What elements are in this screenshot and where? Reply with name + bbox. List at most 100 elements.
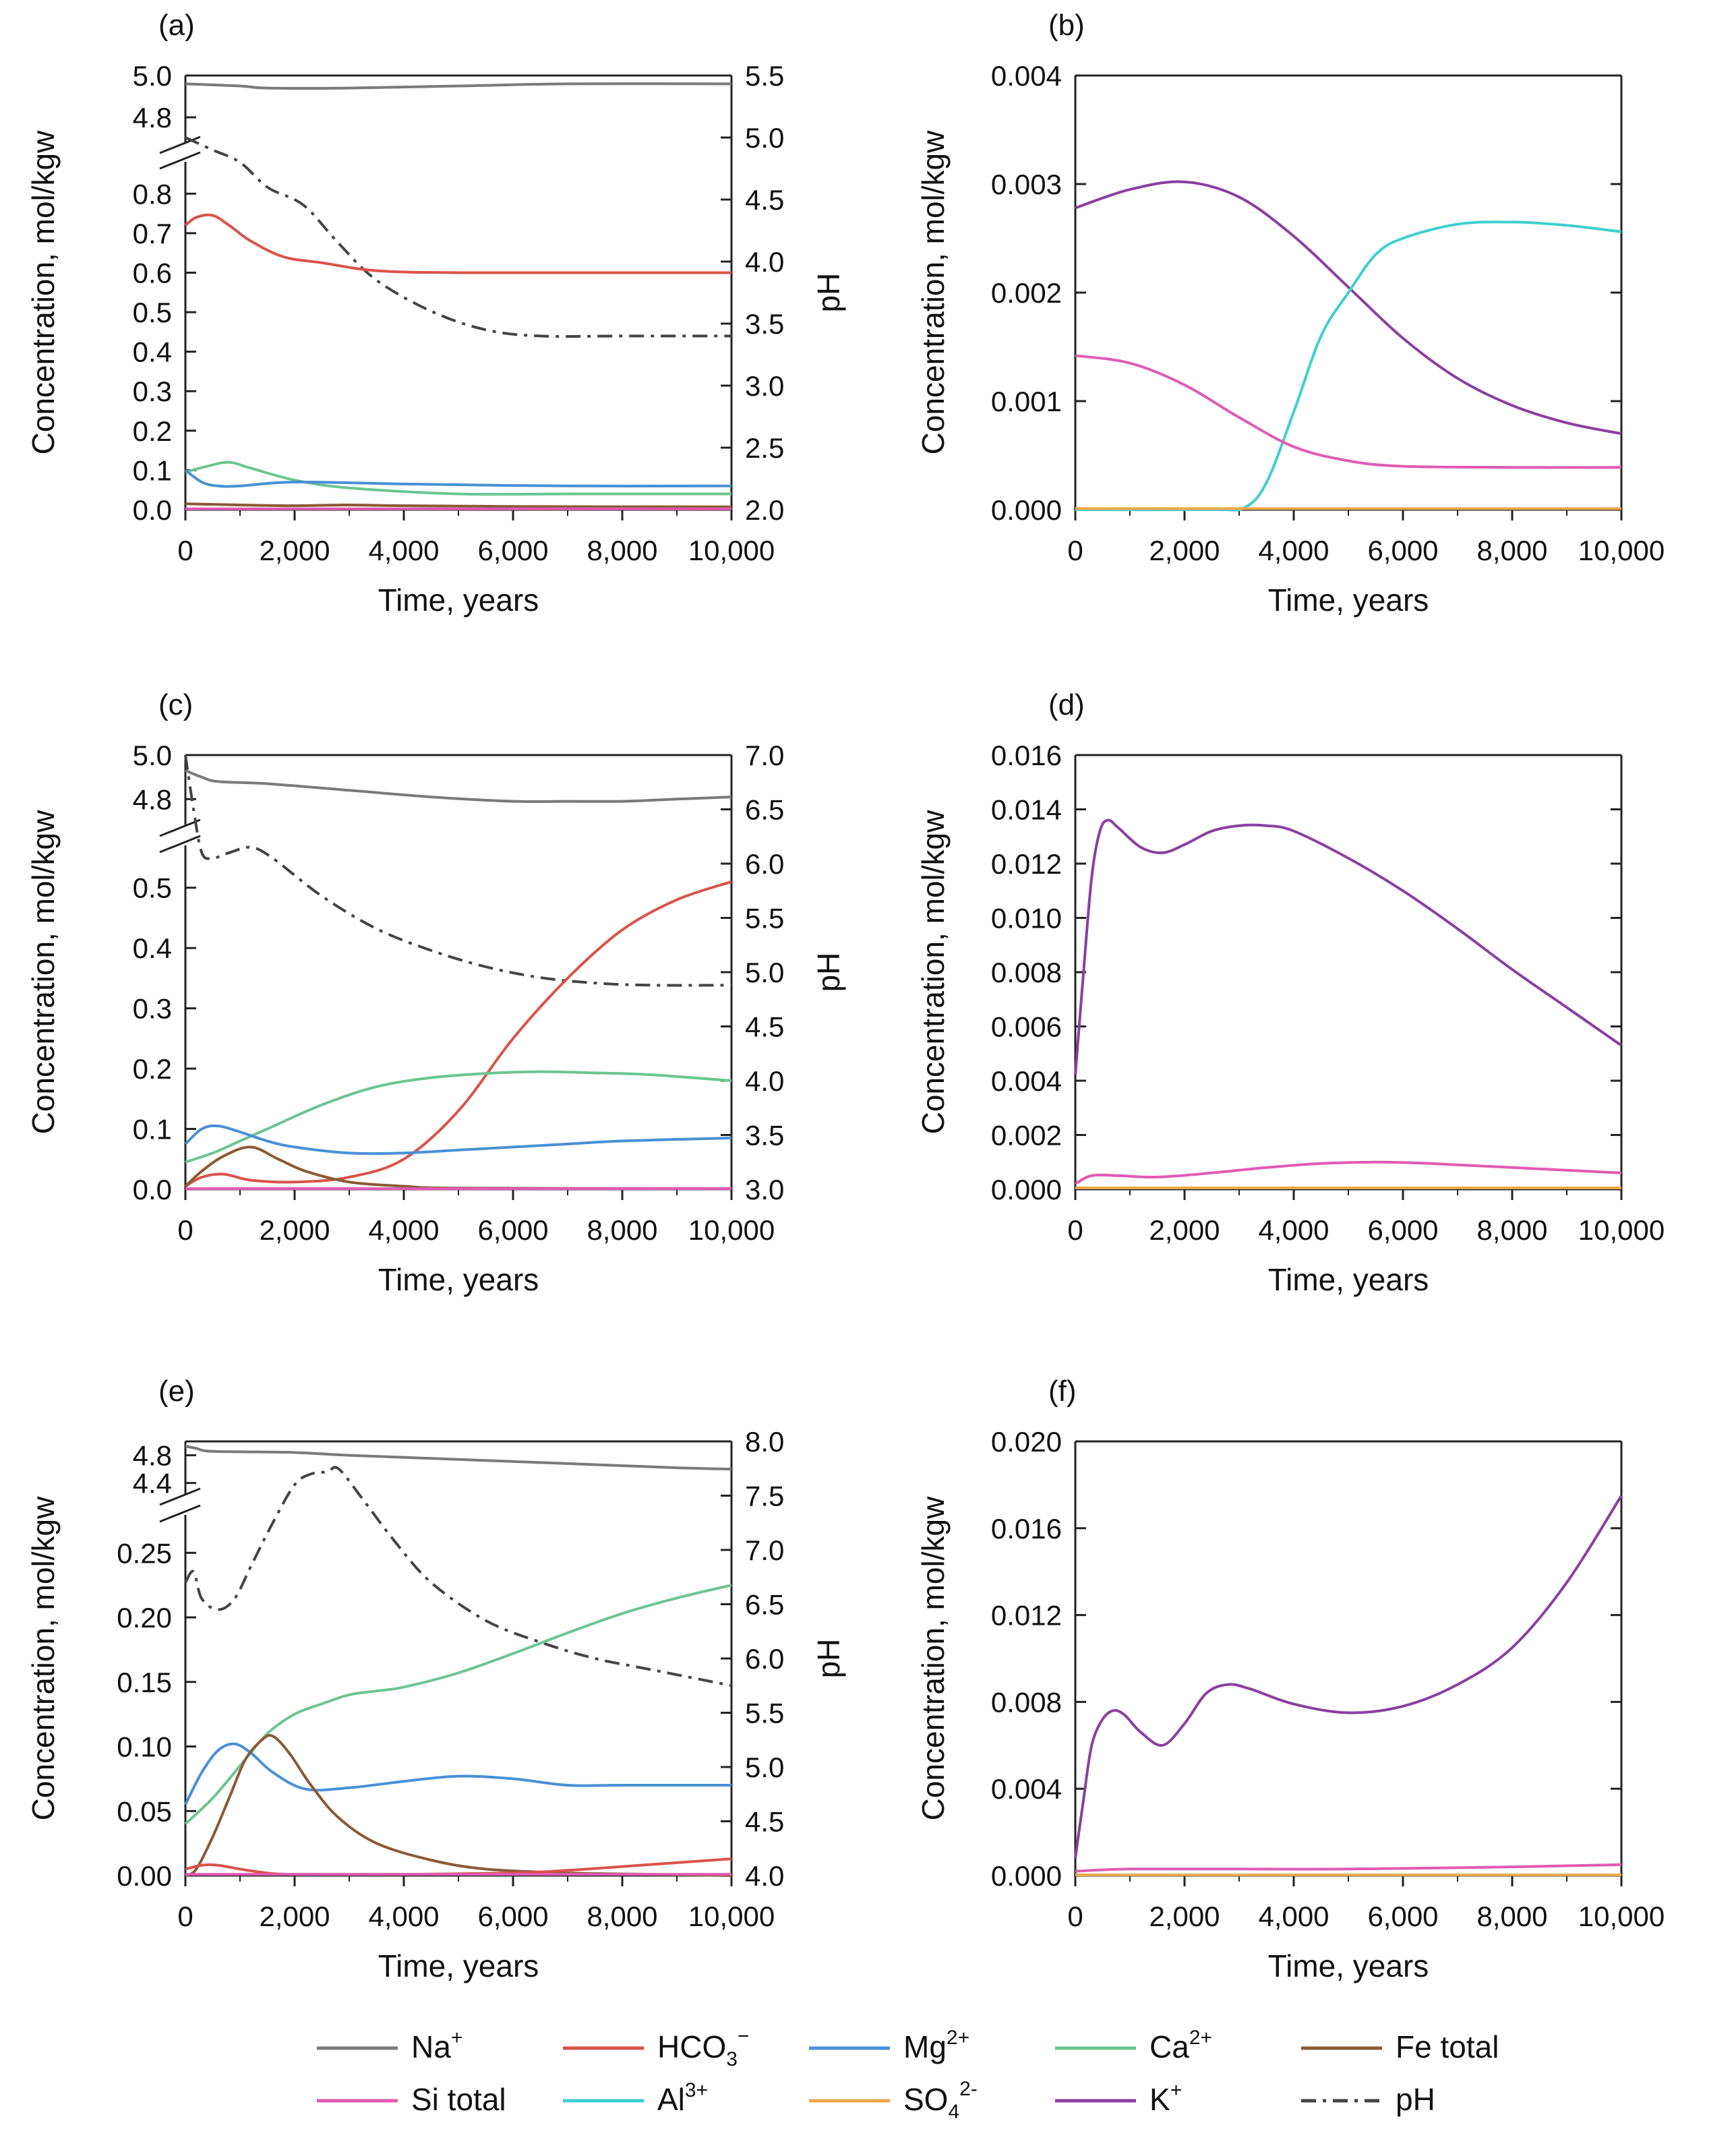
- x-tick-label: 8,000: [587, 1901, 657, 1932]
- x-tick-label: 0: [177, 1214, 193, 1246]
- y-tick-label: 0.008: [991, 957, 1062, 988]
- legend-subscript: 4: [948, 2101, 959, 2123]
- y-right-tick-label: 4.0: [745, 1065, 784, 1097]
- x-tick-label: 6,000: [1367, 1901, 1438, 1932]
- y-tick-label: 0.4: [133, 336, 172, 368]
- y-right-tick-label: 3.5: [745, 308, 784, 340]
- y-right-tick-label: 2.5: [745, 432, 784, 464]
- y-tick-label: 0.020: [991, 1426, 1062, 1458]
- series-line-k: [1074, 818, 1623, 1076]
- y-tick-label: 0.010: [991, 903, 1062, 934]
- x-tick-label: 2,000: [1149, 1214, 1220, 1246]
- x-axis-label: Time, years: [378, 1262, 539, 1297]
- series-line-na: [185, 82, 732, 90]
- y-tick-label: 0.2: [133, 1053, 172, 1085]
- series-line-ph: [185, 136, 731, 338]
- x-tick-label: 4,000: [368, 1214, 439, 1246]
- y-tick-label: 4.8: [133, 102, 172, 133]
- y-right-axis-label: pH: [811, 953, 846, 992]
- series-line-ca: [184, 1584, 732, 1825]
- x-tick-label: 10,000: [1578, 535, 1665, 566]
- series-line-na: [185, 1445, 732, 1471]
- x-tick-label: 6,000: [477, 1214, 548, 1246]
- series-line-k: [1075, 180, 1622, 436]
- series-line-hco3: [184, 213, 731, 274]
- series-line-na: [185, 769, 732, 804]
- x-axis-label: Time, years: [1268, 1262, 1429, 1297]
- axis-break-mark: [159, 136, 201, 154]
- y-right-axis-label: pH: [811, 1639, 846, 1679]
- legend-superscript: 2+: [947, 2027, 969, 2049]
- x-tick-label: 2,000: [259, 1214, 330, 1246]
- x-tick-label: 8,000: [587, 535, 657, 566]
- legend-superscript: 2+: [1189, 2027, 1212, 2049]
- y-right-tick-label: 6.5: [745, 794, 784, 826]
- y-right-tick-label: 4.5: [745, 184, 784, 216]
- y-tick-label: 0.20: [117, 1602, 172, 1634]
- y-tick-label: 5.0: [133, 60, 172, 92]
- x-tick-label: 4,000: [1258, 1901, 1329, 1932]
- panel-label: (b): [1048, 9, 1085, 42]
- x-axis-label: Time, years: [378, 1948, 539, 1983]
- legend-label: Ca2+: [1149, 2027, 1212, 2064]
- legend-text: Ca: [1149, 2029, 1189, 2064]
- legend-text: Al: [657, 2082, 685, 2117]
- y-tick-label: 0.000: [991, 494, 1062, 526]
- series-line-mg: [184, 469, 732, 488]
- y-tick-label: 0.5: [133, 297, 172, 328]
- panel-label: (e): [158, 1375, 195, 1408]
- x-tick-label: 0: [1067, 1214, 1083, 1246]
- y-right-tick-label: 7.5: [745, 1480, 784, 1512]
- y-axis-label: Concentration, mol/kgw: [916, 810, 951, 1134]
- axis-break-mark: [159, 818, 201, 837]
- series-line-ca: [185, 460, 731, 496]
- y-right-tick-label: 5.0: [745, 1752, 784, 1783]
- legend-superscript: −: [738, 2025, 750, 2047]
- y-tick-label: 0.006: [991, 1011, 1062, 1043]
- y-tick-label: 0.0: [133, 1174, 172, 1205]
- y-tick-label: 0.5: [133, 872, 172, 904]
- y-axis-label: Concentration, mol/kgw: [26, 810, 61, 1134]
- y-right-tick-label: 5.5: [745, 903, 784, 934]
- series-line-ca: [185, 1070, 732, 1164]
- x-tick-label: 4,000: [1258, 1214, 1329, 1246]
- y-right-tick-label: 4.5: [745, 1806, 784, 1838]
- legend-label: Fe total: [1396, 2029, 1499, 2064]
- x-tick-label: 8,000: [1476, 1214, 1547, 1246]
- legend-superscript: 3+: [685, 2079, 708, 2101]
- chart-panel-a: (a) 0 2,000 4,000 6,000 8,000 10,000 Time, year…: [26, 9, 846, 618]
- legend-item-k: K+: [1055, 2079, 1182, 2117]
- y-right-tick-label: 4.0: [745, 246, 784, 278]
- x-axis-label: Time, years: [1268, 582, 1429, 618]
- y-right-tick-label: 4.0: [745, 1860, 784, 1892]
- legend-label: Si total: [411, 2082, 506, 2117]
- legend-item-ph: pH: [1301, 2082, 1435, 2117]
- legend-item-na: Na+: [317, 2027, 462, 2064]
- y-tick-label: 0.012: [991, 848, 1062, 880]
- legend-item-al: Al3+: [563, 2079, 708, 2117]
- y-tick-label: 0.4: [133, 932, 172, 964]
- x-tick-label: 8,000: [1476, 535, 1547, 566]
- chart-panel-f: (f) 0 2,000 4,000 6,000 8,000 10,000 Time, year…: [916, 1375, 1665, 1983]
- series-line-ph: [184, 754, 732, 987]
- y-tick-label: 0.0: [133, 494, 172, 526]
- x-tick-label: 4,000: [368, 535, 439, 566]
- y-tick-label: 0.000: [991, 1860, 1062, 1892]
- y-tick-label: 0.05: [117, 1795, 172, 1827]
- panel-label: (f): [1048, 1375, 1077, 1408]
- x-tick-label: 10,000: [1578, 1214, 1665, 1246]
- legend-label: Al3+: [657, 2079, 708, 2117]
- y-tick-label: 4.8: [133, 1440, 172, 1472]
- y-axis-label: Concentration, mol/kgw: [26, 130, 61, 454]
- x-tick-label: 0: [177, 1901, 193, 1932]
- y-right-tick-label: 2.0: [745, 494, 784, 526]
- y-tick-label: 0.004: [991, 1065, 1062, 1097]
- y-tick-label: 0.004: [991, 1773, 1062, 1805]
- series-line-fe: [185, 502, 732, 508]
- y-right-tick-label: 6.5: [745, 1589, 784, 1621]
- x-tick-label: 2,000: [1149, 535, 1220, 566]
- legend-text: Fe total: [1396, 2029, 1499, 2064]
- y-tick-label: 0.3: [133, 993, 172, 1025]
- x-tick-label: 10,000: [688, 1901, 775, 1932]
